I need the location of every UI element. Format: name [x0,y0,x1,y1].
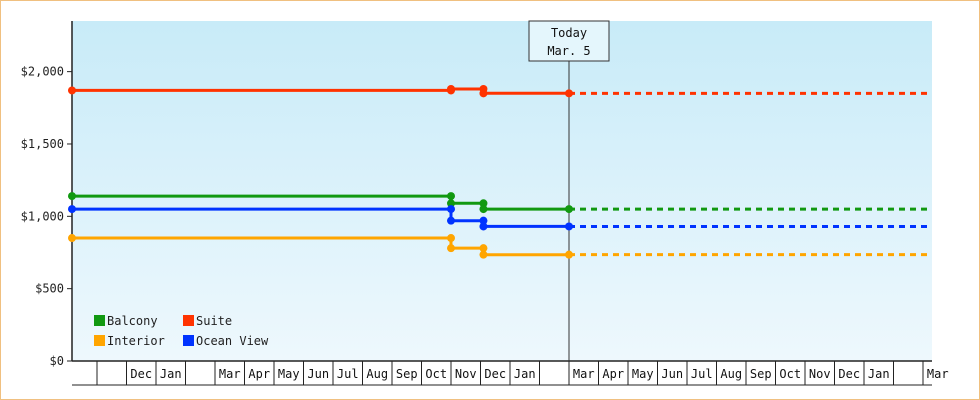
legend: Balcony Suite Interior Ocean View [94,314,269,348]
month-label: Nov [809,367,831,381]
y-tick-label: $2,000 [21,65,64,79]
month-label: Oct [779,367,801,381]
y-tick-label: $1,500 [21,137,64,151]
month-label: Jun [307,367,329,381]
legend-swatch [183,335,194,346]
data-point [447,216,455,225]
data-point [565,222,573,231]
data-point [447,244,455,253]
data-point [479,199,488,208]
month-label: Sep [750,367,772,381]
month-label: Jan [514,367,536,381]
month-label: Jan [160,367,182,381]
month-label: May [278,367,300,381]
month-label: Dec [838,367,860,381]
x-axis: Dec Jan Mar Apr May Jun Jul Aug Sep Oct Nov Dec Jan M… [72,360,949,386]
month-label: Jul [337,367,359,381]
month-label: Jul [691,367,713,381]
y-tick-label: $0 [50,354,64,368]
month-label: Oct [425,367,447,381]
data-point [479,205,488,214]
month-label: Mar [219,367,241,381]
data-point [447,192,455,201]
legend-swatch [183,315,194,326]
month-label: Dec [484,367,506,381]
data-point [447,234,455,243]
data-point [447,205,455,214]
y-tick-label: $1,000 [21,209,64,223]
data-point [565,89,573,98]
today-box [528,20,610,62]
month-label: Sep [396,367,418,381]
legend-label: Suite [196,314,232,328]
legend-swatch [94,315,105,326]
month-label: Nov [455,367,477,381]
y-axis: $0 $500 $1,000 $1,500 $2,000 [21,21,73,368]
data-point [479,250,488,259]
series-line-ocean-view [72,207,569,228]
data-point [68,86,76,95]
month-label: Mar [927,367,949,381]
month-label: Jan [868,367,890,381]
legend-label: Balcony [107,314,158,328]
series-line-interior [72,236,569,257]
series-line-suite [72,87,569,95]
series-line-balcony [72,194,569,211]
today-label: Today [551,26,587,40]
data-point [68,192,76,201]
plot-background [72,21,932,361]
month-label: Mar [573,367,595,381]
month-label: May [632,367,654,381]
month-label: Apr [248,367,270,381]
legend-label: Interior [107,334,165,348]
data-point [479,222,488,231]
data-point [565,250,573,259]
series-lines [68,85,932,259]
data-point [68,205,76,214]
month-label: Dec [130,367,152,381]
data-point [479,216,488,225]
legend-swatch [94,335,105,346]
today-date: Mar. 5 [547,44,590,58]
today-marker: Today Mar. 5 [528,20,610,361]
data-point [447,199,455,208]
month-label: Aug [366,367,388,381]
data-point [447,85,455,93]
data-point [68,234,76,243]
month-label: Jun [661,367,683,381]
data-point [565,205,573,214]
legend-label: Ocean View [196,334,269,348]
data-point [479,244,488,253]
data-point [479,89,488,98]
month-label: Aug [720,367,742,381]
month-label: Apr [602,367,624,381]
y-tick-label: $500 [35,282,64,296]
